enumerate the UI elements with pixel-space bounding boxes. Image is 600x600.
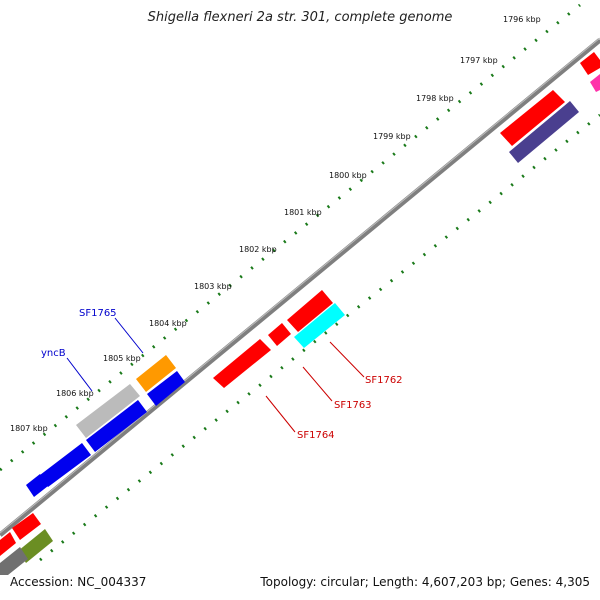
kbp-label: 1803 kbp [194, 282, 232, 291]
genome-backbone [0, 38, 600, 537]
gene-blue-mid[interactable] [40, 443, 91, 487]
kbp-label: 1796 kbp [503, 15, 541, 24]
yncb-callout [66, 357, 93, 392]
gene-magenta-edge[interactable] [590, 74, 600, 92]
sf1763-callout [302, 366, 333, 402]
outer-tick-track [0, 3, 581, 472]
gene-red-sf1764[interactable] [213, 339, 271, 388]
inner-tick-track [39, 113, 600, 562]
kbp-label: 1801 kbp [284, 208, 322, 217]
gene-cyan[interactable] [294, 303, 345, 348]
sf1762-callout [329, 341, 365, 378]
gene-red-bottom[interactable] [12, 513, 41, 540]
kbp-label: 1799 kbp [373, 132, 411, 141]
summary-text: Topology: circular; Length: 4,607,203 bp… [260, 575, 590, 589]
gene-label-sf1764[interactable]: SF1764 [297, 430, 335, 441]
kbp-label: 1798 kbp [416, 94, 454, 103]
kbp-label: 1797 kbp [460, 56, 498, 65]
gene-navy-top-right[interactable] [509, 101, 579, 163]
gene-blue-large[interactable] [86, 400, 147, 452]
gene-orange-sf1765[interactable] [136, 355, 176, 392]
gene-blue-small[interactable] [147, 371, 185, 406]
gene-red-sf1763[interactable] [268, 323, 291, 346]
gene-label-sf1765[interactable]: SF1765 [79, 308, 117, 319]
gene-dark-gray[interactable] [0, 547, 28, 575]
kbp-label: 1802 kbp [239, 245, 277, 254]
kbp-label: 1805 kbp [103, 354, 141, 363]
gene-label-yncb[interactable]: yncB [41, 348, 66, 359]
kbp-label: 1804 kbp [149, 319, 187, 328]
gene-red-edge[interactable] [580, 52, 600, 75]
sf1765-callout [114, 317, 144, 354]
gene-olive[interactable] [18, 529, 53, 563]
kbp-label: 1800 kbp [329, 171, 367, 180]
gene-gray-yncb[interactable] [76, 384, 140, 438]
gene-red-bottom-edge[interactable] [0, 532, 16, 556]
kbp-label: 1806 kbp [56, 389, 94, 398]
gene-label-sf1762[interactable]: SF1762 [365, 375, 403, 386]
sf1764-callout [265, 395, 296, 433]
gene-red-sf1762[interactable] [287, 290, 333, 332]
gene-label-sf1763[interactable]: SF1763 [334, 400, 372, 411]
map-title: Shigella flexneri 2a str. 301, complete … [147, 10, 453, 25]
genome-backbone-highlight [0, 37, 600, 534]
gene-red-top-right[interactable] [500, 90, 565, 146]
kbp-label: 1807 kbp [10, 424, 48, 433]
gene-blue-left[interactable] [26, 474, 48, 497]
accession-text: Accession: NC_004337 [10, 575, 147, 589]
